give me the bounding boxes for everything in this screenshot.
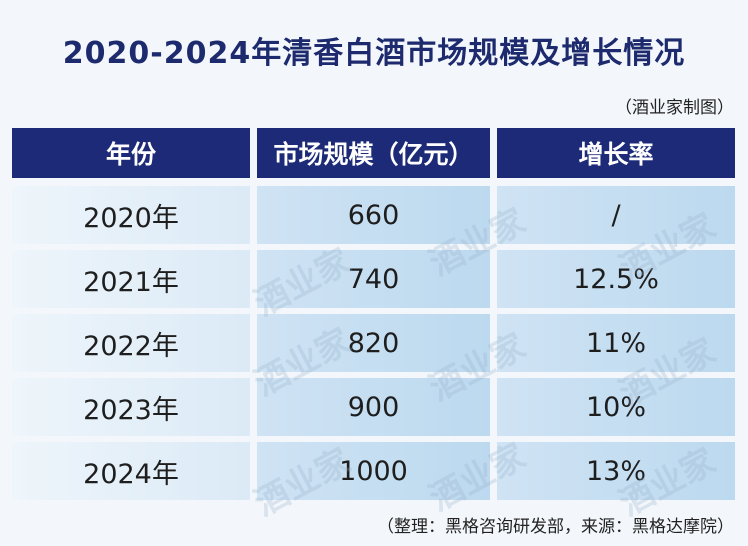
table-cell: 740 (257, 250, 490, 308)
subtitle: （酒业家制图） (615, 98, 734, 118)
table-cell: 2020年 (12, 186, 250, 244)
header-cell: 增长率 (497, 128, 735, 178)
table-cell: 2024年 (12, 442, 250, 500)
table-cell: 11% (497, 314, 735, 372)
header-cell: 市场规模（亿元） (257, 128, 490, 178)
table-cell: 2022年 (12, 314, 250, 372)
table-cell: 13% (497, 442, 735, 500)
table-cell: 660 (257, 186, 490, 244)
header-cell: 年份 (12, 128, 250, 178)
table-cell: 10% (497, 378, 735, 436)
table-cell: / (497, 186, 735, 244)
table-cell: 900 (257, 378, 490, 436)
table-cell: 820 (257, 314, 490, 372)
title: 2020-2024年清香白酒市场规模及增长情况 (62, 36, 686, 71)
table-cell: 2021年 (12, 250, 250, 308)
footer-note: （整理：黑格咨询研发部，来源：黑格达摩院） (377, 517, 734, 537)
table-cell: 2023年 (12, 378, 250, 436)
table-cell: 12.5% (497, 250, 735, 308)
table-cell: 1000 (257, 442, 490, 500)
